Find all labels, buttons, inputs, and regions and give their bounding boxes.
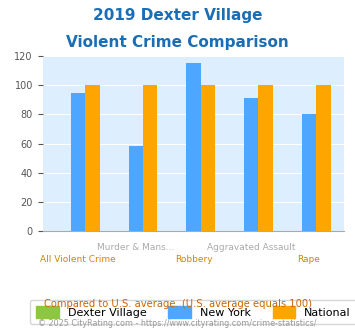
Text: Aggravated Assault: Aggravated Assault <box>207 243 295 252</box>
Text: All Violent Crime: All Violent Crime <box>40 255 116 264</box>
Bar <box>201 85 215 231</box>
Text: 2019 Dexter Village: 2019 Dexter Village <box>93 8 262 23</box>
Text: Murder & Mans...: Murder & Mans... <box>97 243 174 252</box>
Bar <box>316 85 331 231</box>
Bar <box>71 92 85 231</box>
Text: Rape: Rape <box>297 255 321 264</box>
Legend: Dexter Village, New York, National: Dexter Village, New York, National <box>30 300 355 324</box>
Text: Robbery: Robbery <box>175 255 212 264</box>
Bar <box>302 115 316 231</box>
Bar <box>85 85 100 231</box>
Bar <box>258 85 273 231</box>
Bar <box>244 98 258 231</box>
Text: Violent Crime Comparison: Violent Crime Comparison <box>66 35 289 50</box>
Text: © 2025 CityRating.com - https://www.cityrating.com/crime-statistics/: © 2025 CityRating.com - https://www.city… <box>38 319 317 328</box>
Bar <box>129 147 143 231</box>
Text: Compared to U.S. average. (U.S. average equals 100): Compared to U.S. average. (U.S. average … <box>44 299 311 309</box>
Bar <box>143 85 157 231</box>
Bar <box>186 63 201 231</box>
